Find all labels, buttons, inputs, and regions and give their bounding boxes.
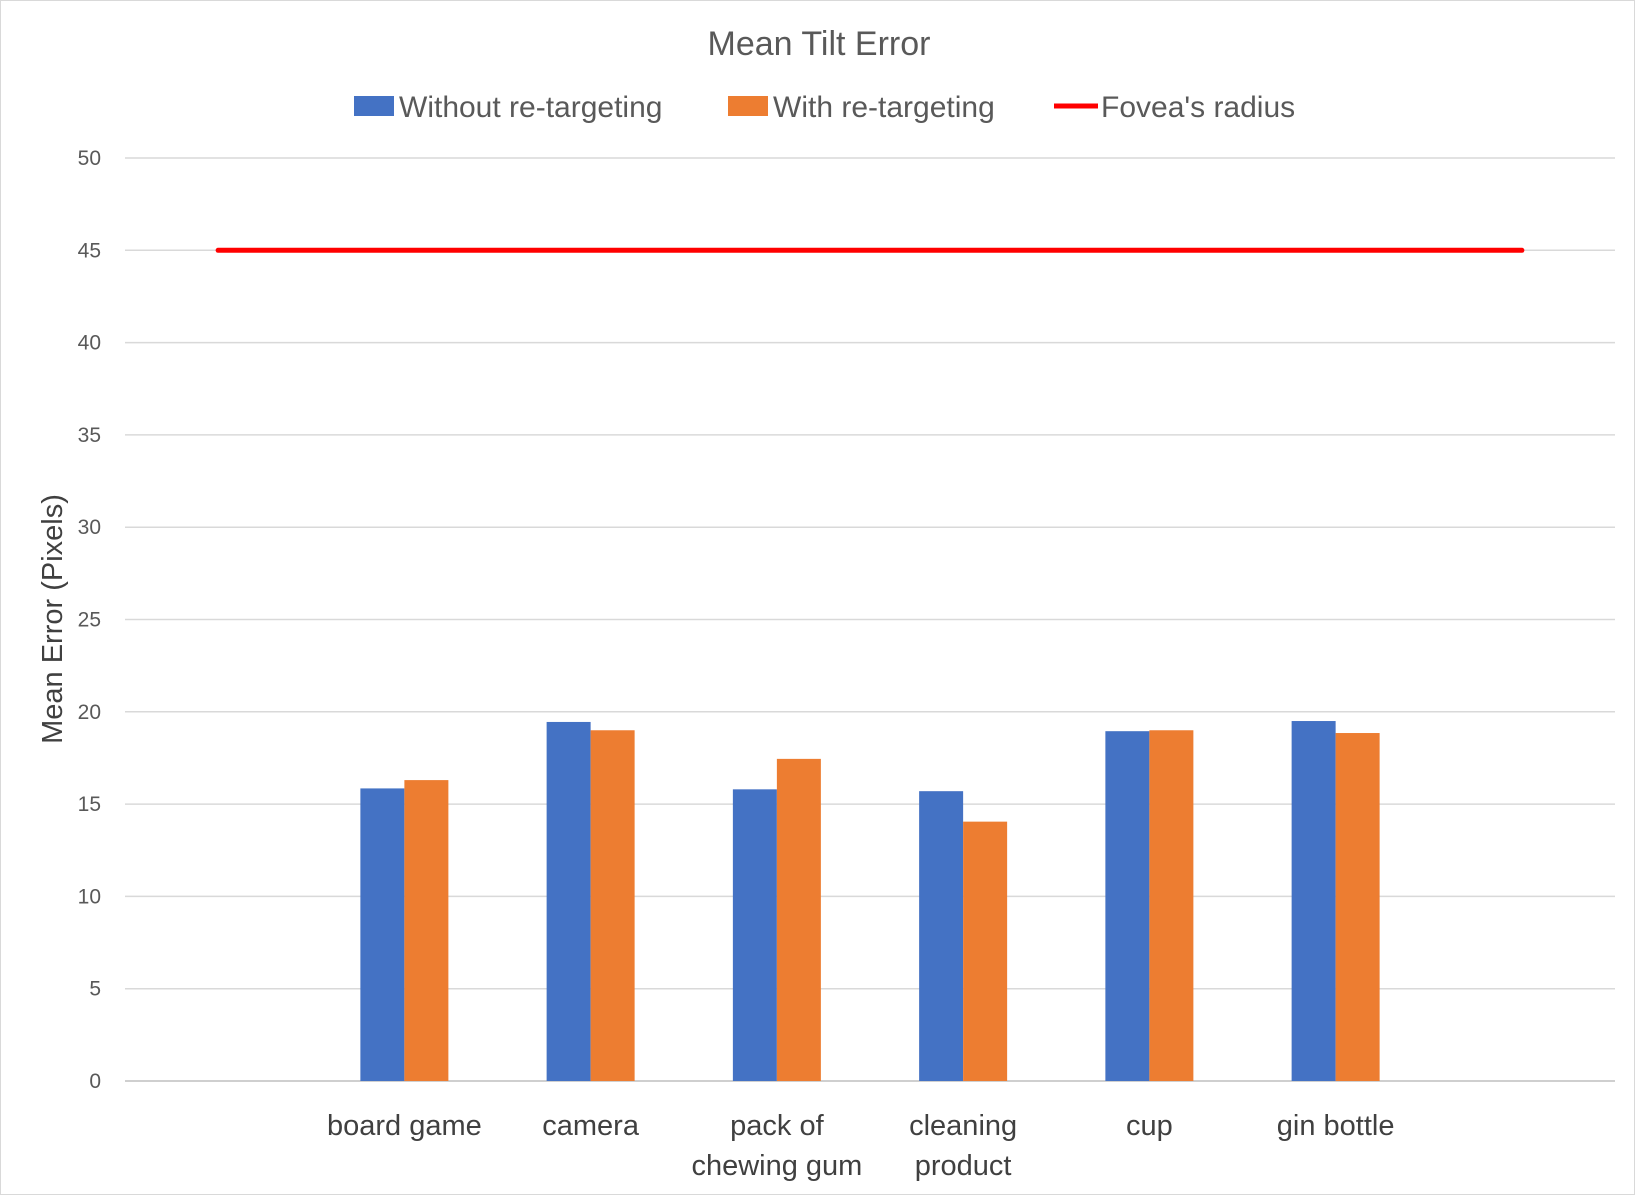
category-label-pack-of-chewing-gum: pack of chewing gum bbox=[691, 1110, 862, 1182]
y-tick-label-20: 20 bbox=[78, 701, 101, 724]
legend-label-with-retargeting: With re-targeting bbox=[773, 91, 995, 124]
legend-label-fovea-radius: Fovea's radius bbox=[1101, 91, 1295, 124]
category-label-board-game: board game bbox=[327, 1110, 482, 1142]
y-tick-label-0: 0 bbox=[89, 1070, 101, 1093]
bar-with-re-targeting-pack-of-chewing-gum bbox=[776, 758, 821, 1081]
gridlines bbox=[125, 157, 1615, 1082]
bar-with-re-targeting-gin-bottle bbox=[1335, 733, 1380, 1081]
bar-without-re-targeting-pack-of-chewing-gum bbox=[732, 789, 777, 1081]
y-tick-label-40: 40 bbox=[78, 332, 101, 355]
legend-label-without-retargeting: Without re-targeting bbox=[399, 91, 662, 124]
y-axis-title: Mean Error (Pixels) bbox=[37, 494, 69, 744]
legend-swatch-without-retargeting bbox=[354, 96, 394, 116]
category-label-cleaning-product: cleaning product bbox=[909, 1110, 1017, 1182]
y-tick-label-5: 5 bbox=[89, 978, 101, 1001]
bar-with-re-targeting-board-game bbox=[404, 780, 449, 1081]
x-axis-categories: board game camera pack of chewing gum cleani… bbox=[327, 1110, 1394, 1182]
legend: Without re-targeting With re-targeting F… bbox=[354, 91, 1295, 124]
y-tick-label-25: 25 bbox=[78, 609, 101, 632]
y-tick-label-15: 15 bbox=[78, 793, 101, 816]
bar-with-re-targeting-cleaning-product bbox=[963, 821, 1008, 1081]
y-axis-ticks: 0 5 10 15 20 25 30 35 40 45 50 bbox=[78, 147, 101, 1093]
bars bbox=[360, 721, 1380, 1081]
y-tick-label-45: 45 bbox=[78, 239, 101, 262]
category-label-gin-bottle: gin bottle bbox=[1277, 1110, 1395, 1142]
bar-with-re-targeting-cup bbox=[1149, 730, 1194, 1081]
y-tick-label-35: 35 bbox=[78, 424, 101, 447]
bar-without-re-targeting-gin-bottle bbox=[1291, 721, 1336, 1081]
bar-without-re-targeting-cup bbox=[1105, 731, 1150, 1081]
chart-title: Mean Tilt Error bbox=[708, 25, 931, 63]
bar-without-re-targeting-board-game bbox=[360, 788, 405, 1081]
bar-without-re-targeting-cleaning-product bbox=[919, 791, 964, 1081]
bar-without-re-targeting-camera bbox=[546, 721, 591, 1081]
bar-with-re-targeting-camera bbox=[590, 730, 635, 1081]
category-label-cup: cup bbox=[1126, 1110, 1173, 1142]
legend-swatch-with-retargeting bbox=[728, 96, 768, 116]
y-tick-label-30: 30 bbox=[78, 516, 101, 539]
y-tick-label-50: 50 bbox=[78, 147, 101, 170]
category-label-camera: camera bbox=[542, 1110, 640, 1142]
y-tick-label-10: 10 bbox=[78, 885, 101, 908]
